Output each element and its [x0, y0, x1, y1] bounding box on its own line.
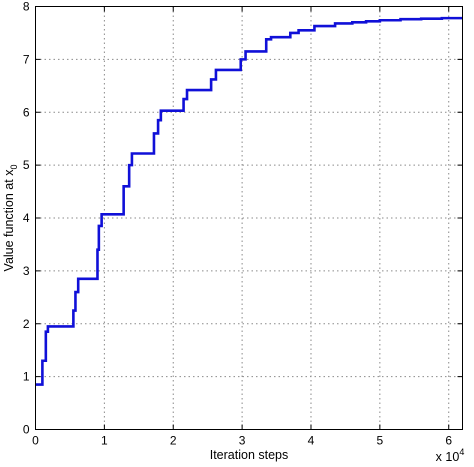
x-tick-label: 3	[239, 434, 246, 448]
plot-frame	[35, 6, 463, 430]
y-tick-label: 0	[23, 423, 30, 437]
value-function-line	[35, 16, 463, 386]
y-tick-label: 3	[23, 264, 30, 278]
x-tick-label: 6	[445, 434, 452, 448]
grid	[35, 6, 463, 430]
x-tick-label: 0	[32, 434, 39, 448]
y-tick-labels: 0 1 2 3 4 5 6 7 8	[23, 0, 30, 437]
y-tick-label: 2	[23, 317, 30, 331]
y-tick-label: 4	[23, 211, 30, 225]
y-tick-label: 7	[23, 52, 30, 66]
y-axis-label: Value function at x0	[2, 165, 19, 272]
x-tick-label: 1	[101, 434, 108, 448]
x-tick-label: 2	[170, 434, 177, 448]
y-tick-label: 1	[23, 370, 30, 384]
x-axis-multiplier: x 104	[436, 447, 465, 464]
y-tick-label: 5	[23, 158, 30, 172]
x-axis-label: Iteration steps	[210, 448, 289, 462]
y-tick-label: 6	[23, 105, 30, 119]
x-tick-label: 4	[308, 434, 315, 448]
y-tick-label: 8	[23, 0, 30, 14]
x-tick-label: 5	[377, 434, 384, 448]
x-tick-labels: 0 1 2 3 4 5 6	[32, 434, 452, 448]
